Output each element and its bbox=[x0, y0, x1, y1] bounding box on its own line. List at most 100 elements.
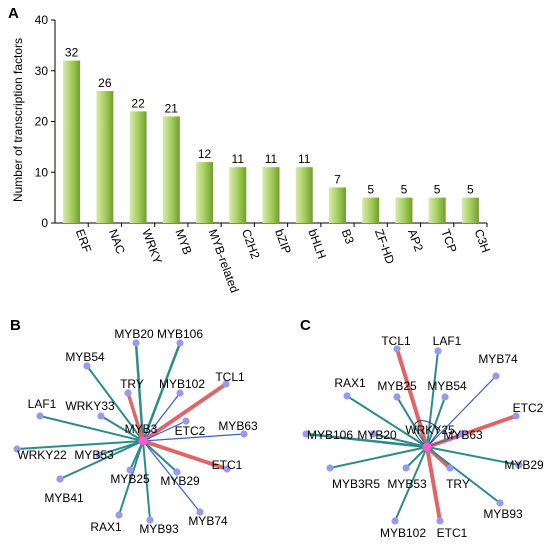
bar-b3 bbox=[328, 187, 346, 223]
node-etc2 bbox=[182, 417, 190, 425]
node-laf1 bbox=[36, 412, 44, 420]
edge-myb3r5 bbox=[329, 446, 428, 469]
edge-etc1 bbox=[141, 439, 229, 471]
node-try bbox=[446, 464, 454, 472]
bar-bzip bbox=[262, 167, 280, 223]
node-label-myb20: MYB20 bbox=[357, 428, 397, 442]
y-tick-label: 40 bbox=[35, 13, 49, 27]
node-myb106 bbox=[302, 430, 310, 438]
bar-value-label: 12 bbox=[198, 147, 212, 161]
node-label-myb54: MYB54 bbox=[427, 379, 467, 393]
node-label-myb29: MYB29 bbox=[504, 458, 544, 472]
hub-label: WRKY25 bbox=[405, 423, 455, 437]
node-label-wrky33: WRKY33 bbox=[65, 399, 115, 413]
hub-label: MYB3 bbox=[125, 422, 158, 436]
bar-value-label: 5 bbox=[367, 183, 374, 197]
node-myb74 bbox=[196, 508, 204, 516]
bar-value-label: 32 bbox=[65, 46, 79, 60]
node-etc1 bbox=[223, 465, 231, 473]
category-label: TCP bbox=[438, 227, 459, 254]
panel-b: B MYB20 MYB106 MYB54 TRY MYB102 TCL1 LAF1 WRKY3… bbox=[10, 317, 258, 536]
node-tcl1 bbox=[222, 380, 230, 388]
node-myb93 bbox=[146, 516, 154, 524]
node-label-myb41: MYB41 bbox=[44, 491, 84, 505]
network-myb3: MYB20 MYB106 MYB54 TRY MYB102 TCL1 LAF1 WRKY33 E… bbox=[13, 327, 258, 536]
panel-label-c: C bbox=[300, 317, 311, 334]
node-label-myb102: MYB102 bbox=[380, 526, 426, 540]
node-label-etc1: ETC1 bbox=[437, 526, 468, 540]
bar-myb-related bbox=[196, 162, 214, 223]
bar-value-label: 7 bbox=[334, 172, 341, 186]
edges bbox=[16, 341, 245, 521]
node-label-wrky22: WRKY22 bbox=[17, 448, 67, 462]
node-label-laf1: LAF1 bbox=[28, 397, 57, 411]
node-try bbox=[124, 389, 132, 397]
node-tcl1 bbox=[393, 345, 401, 353]
edge-myb63 bbox=[142, 433, 245, 442]
node-myb54 bbox=[83, 362, 91, 370]
bar-value-label: 5 bbox=[434, 183, 441, 197]
hub-node bbox=[138, 436, 148, 446]
bar-value-label: 11 bbox=[232, 152, 245, 166]
node-labels: MYB20 MYB106 MYB54 TRY MYB102 TCL1 LAF1 WRKY33 E… bbox=[17, 327, 258, 536]
edge-etc2 bbox=[142, 420, 187, 442]
bar-tcp bbox=[428, 197, 446, 223]
y-tick-label: 20 bbox=[35, 115, 49, 129]
node-rax1 bbox=[115, 511, 123, 519]
node-labels: TCL1 LAF1 MYB74 RAX1 MYB25 MYB54 ETC2 MYB106 MYB… bbox=[307, 334, 544, 540]
edge-wrky22 bbox=[16, 440, 144, 450]
category-label: ERF bbox=[73, 227, 94, 254]
bar-chart-axes: 0 10 20 30 40 bbox=[35, 13, 488, 230]
node-myb20 bbox=[132, 339, 140, 347]
edge-myb54 bbox=[86, 365, 144, 442]
bar-chart-bars: 32 ERF 26 NAC 22 WRKY 21 MYB 12 MYB-related 11 C2H2… bbox=[63, 46, 493, 295]
category-label: ZF-HD bbox=[372, 227, 398, 266]
node-label-myb3r5: MYB3R5 bbox=[332, 477, 380, 491]
node-label-rax1: RAX1 bbox=[334, 376, 366, 390]
node-myb63 bbox=[458, 430, 466, 438]
node-label-myb93: MYB93 bbox=[139, 522, 179, 536]
node-myb106 bbox=[176, 339, 184, 347]
y-axis-label: Number of transcription factors bbox=[11, 38, 25, 202]
self-loop-edge bbox=[413, 420, 441, 448]
node-etc1 bbox=[436, 517, 444, 525]
bar-value-label: 5 bbox=[467, 183, 474, 197]
node-rax1 bbox=[343, 392, 351, 400]
category-label: MYB-related bbox=[206, 227, 242, 294]
node-myb53 bbox=[402, 464, 410, 472]
node-myb25 bbox=[393, 393, 401, 401]
edge-myb29 bbox=[142, 440, 178, 473]
node-myb54 bbox=[441, 393, 449, 401]
node-label-myb74: MYB74 bbox=[478, 352, 518, 366]
edge-myb106 bbox=[141, 341, 182, 443]
panel-c: C TCL1 LAF1 MYB74 RAX1 MYB25 MYB54 ETC2 MYB106 M… bbox=[300, 317, 544, 540]
node-myb53 bbox=[95, 451, 103, 459]
panel-label-b: B bbox=[10, 317, 21, 334]
category-label: bZIP bbox=[272, 227, 294, 256]
panel-a: A Number of transcription factors 0 10 20 3… bbox=[8, 5, 493, 295]
hub-node bbox=[422, 442, 432, 452]
node-label-myb106: MYB106 bbox=[307, 428, 353, 442]
node-myb41 bbox=[56, 475, 64, 483]
node-label-myb63: MYB63 bbox=[443, 428, 483, 442]
node-label-myb20: MYB20 bbox=[114, 327, 154, 341]
category-label: C2H2 bbox=[239, 227, 263, 261]
category-label: C3H bbox=[472, 227, 493, 254]
bar-ap2 bbox=[395, 197, 413, 223]
edge-wrky33 bbox=[100, 415, 144, 442]
edge-myb54 bbox=[426, 396, 446, 448]
category-label: AP2 bbox=[405, 227, 426, 253]
node-myb29 bbox=[173, 468, 181, 476]
edge-rax1 bbox=[118, 440, 144, 516]
node-myb74 bbox=[492, 372, 500, 380]
panel-label-a: A bbox=[8, 5, 19, 22]
node-label-myb106: MYB106 bbox=[157, 327, 203, 341]
edge-tcl1 bbox=[395, 347, 429, 449]
node-myb63 bbox=[240, 430, 248, 438]
bar-bhlh bbox=[295, 167, 313, 223]
edge-myb93 bbox=[142, 440, 151, 521]
node-myb93 bbox=[496, 499, 504, 507]
edge-rax1 bbox=[346, 395, 428, 448]
bar-myb bbox=[162, 116, 180, 223]
bar-nac bbox=[96, 91, 114, 223]
